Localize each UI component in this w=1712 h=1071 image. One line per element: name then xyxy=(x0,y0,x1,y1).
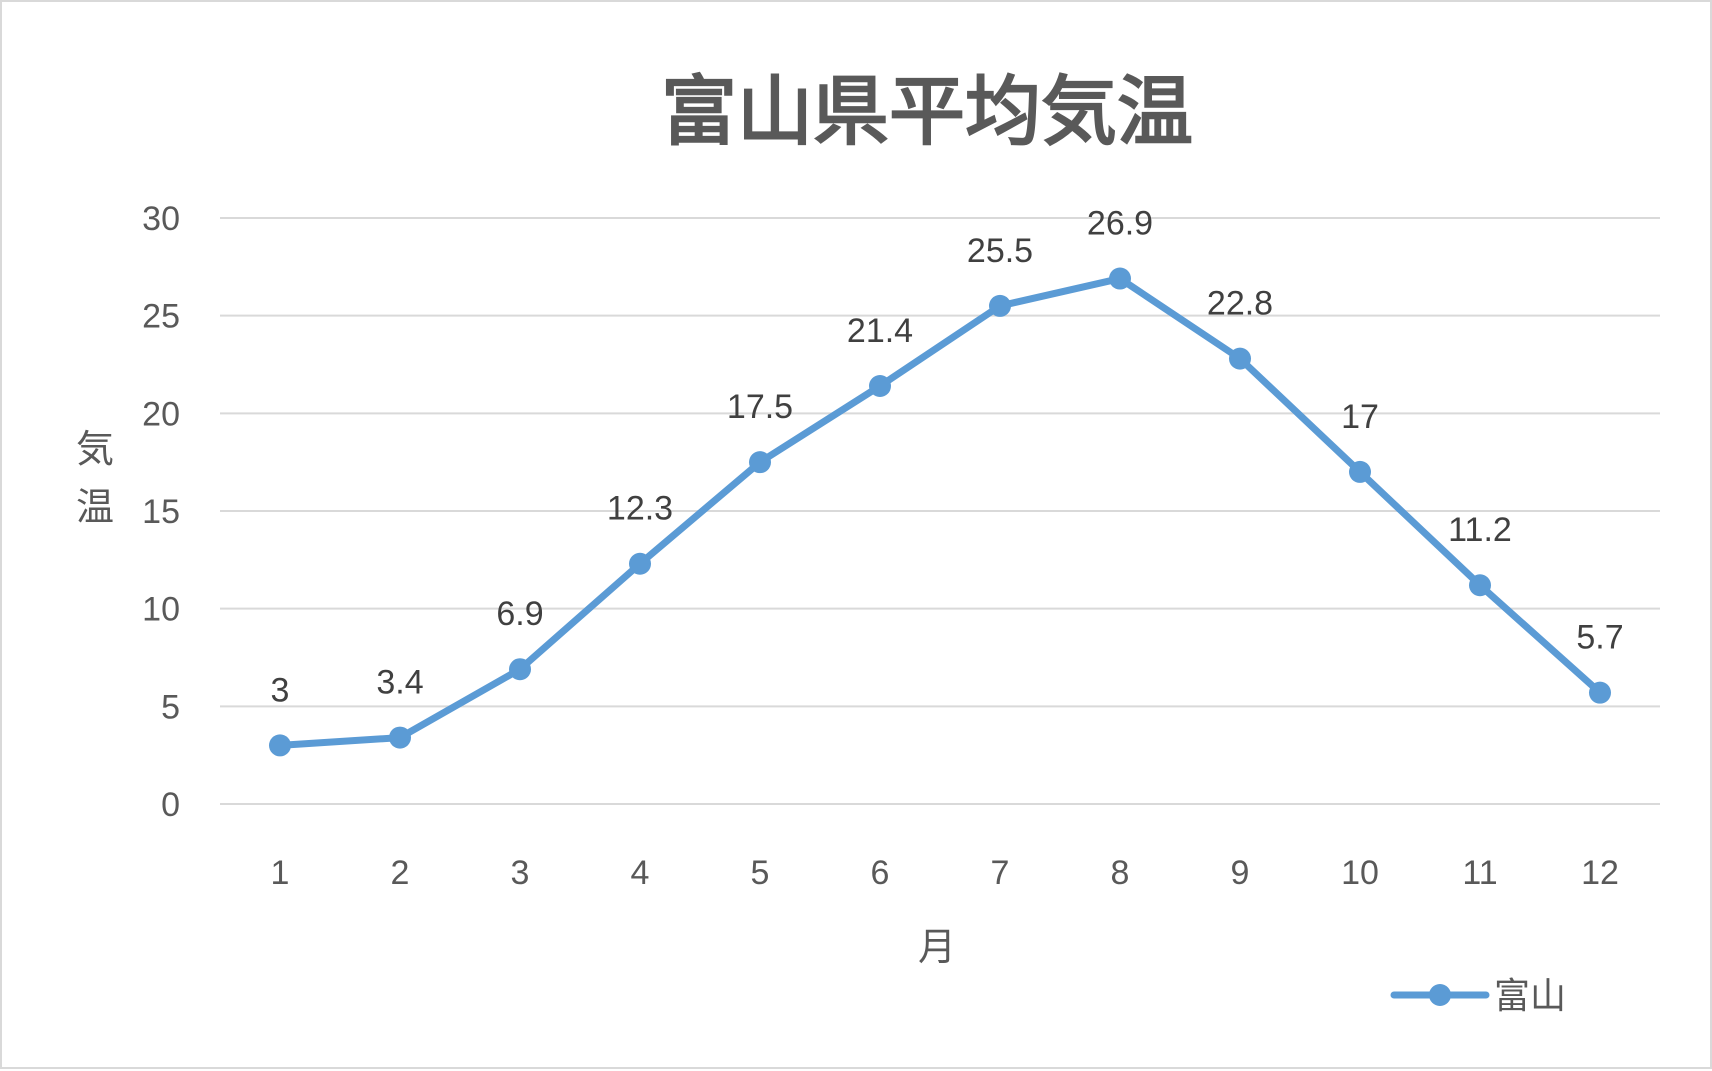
y-tick-label: 20 xyxy=(142,395,180,433)
data-label: 12.3 xyxy=(607,490,673,528)
series-line xyxy=(276,275,1604,749)
x-tick-label: 9 xyxy=(1231,854,1250,892)
y-tick-label: 5 xyxy=(161,688,180,726)
x-tick-label: 8 xyxy=(1111,854,1130,892)
data-point xyxy=(869,374,891,397)
data-label: 3.4 xyxy=(376,664,423,702)
x-tick-label: 10 xyxy=(1341,854,1379,892)
data-label: 6.9 xyxy=(496,595,543,633)
data-point xyxy=(509,658,531,681)
y-tick-label: 30 xyxy=(142,200,180,238)
data-label: 17 xyxy=(1341,398,1379,436)
x-axis-label: 月 xyxy=(918,925,956,969)
data-label: 17.5 xyxy=(727,388,793,426)
legend-swatch-marker xyxy=(1429,984,1451,1006)
data-point xyxy=(989,294,1011,317)
data-point xyxy=(1109,267,1131,290)
x-axis-ticks: 1 2 3 4 5 6 7 8 9 10 11 12 xyxy=(271,854,1619,892)
data-label: 25.5 xyxy=(967,232,1033,270)
y-tick-label: 25 xyxy=(142,298,180,336)
data-point xyxy=(269,734,291,757)
data-label: 21.4 xyxy=(847,312,913,350)
y-axis-label: 気温 xyxy=(76,427,114,529)
y-tick-label: 10 xyxy=(142,591,180,629)
y-tick-label: 0 xyxy=(161,786,180,824)
data-point xyxy=(1589,681,1611,704)
data-point xyxy=(1469,574,1491,597)
x-tick-label: 6 xyxy=(871,854,890,892)
x-tick-label: 1 xyxy=(271,854,290,892)
data-point xyxy=(749,451,771,474)
data-point xyxy=(389,726,411,749)
y-tick-label: 15 xyxy=(142,493,180,531)
x-tick-label: 5 xyxy=(751,854,770,892)
x-tick-label: 12 xyxy=(1581,854,1619,892)
y-axis-ticks: 0 5 10 15 20 25 30 xyxy=(142,200,180,824)
data-point xyxy=(1229,347,1251,370)
legend: 富山 xyxy=(1390,976,1566,1017)
data-label: 11.2 xyxy=(1448,511,1512,549)
data-label: 3 xyxy=(271,671,290,709)
series-layer xyxy=(269,267,1611,757)
x-tick-label: 7 xyxy=(991,854,1010,892)
data-label: 26.9 xyxy=(1087,205,1153,243)
data-point xyxy=(1349,460,1371,483)
legend-label: 富山 xyxy=(1494,976,1566,1017)
x-tick-label: 2 xyxy=(391,854,410,892)
data-labels: 3 3.4 6.9 12.3 17.5 21.4 25.5 26.9 22.8 17 11.2 5.7 xyxy=(271,205,1624,710)
data-label: 5.7 xyxy=(1576,619,1623,657)
x-tick-label: 4 xyxy=(631,854,650,892)
x-tick-label: 3 xyxy=(511,854,530,892)
data-point xyxy=(629,552,651,575)
x-tick-label: 11 xyxy=(1462,854,1497,892)
chart-title: 富山県平均気温 xyxy=(661,67,1193,156)
data-label: 22.8 xyxy=(1207,285,1273,323)
